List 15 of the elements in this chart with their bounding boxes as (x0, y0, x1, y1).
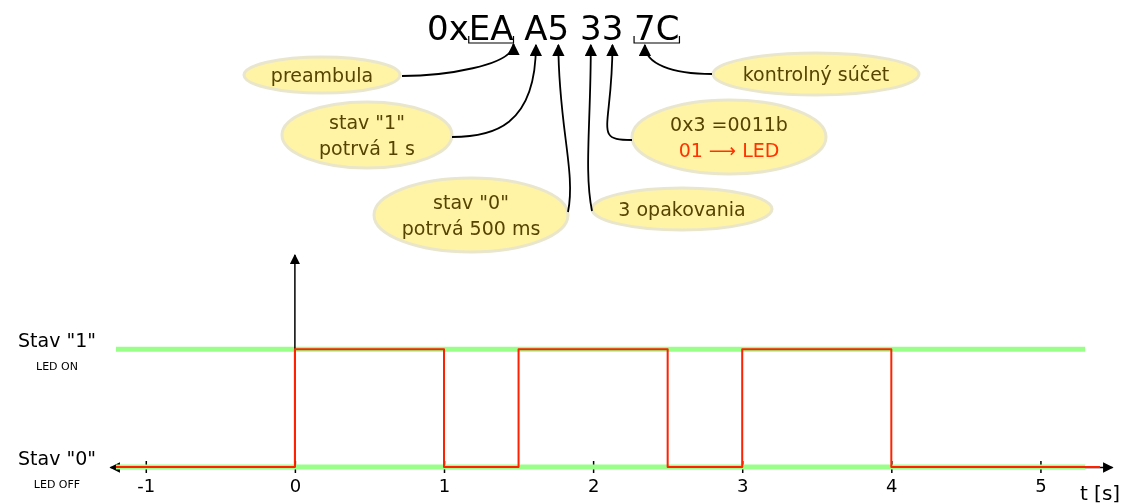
chart-title: 0xEA A5 33 7C (427, 8, 680, 48)
x-tick-label: 0 (289, 475, 302, 497)
x-axis-title: t [s] (1079, 481, 1121, 504)
text: stav "0" potrvá 500 ms (401, 191, 541, 239)
x-tick-label: 4 (886, 475, 898, 497)
x-tick-label: 3 (736, 475, 749, 497)
x-tick-label: -1 (137, 475, 156, 497)
text: 0x3 =0011b 01 ⟶ LED (670, 113, 788, 161)
x-tick-label: 1 (438, 475, 451, 497)
text: kontrolný súčet (742, 63, 890, 85)
x-tick-label: 2 (587, 475, 600, 497)
text: preambula (270, 64, 374, 86)
x-tick-label: 5 (1035, 475, 1047, 497)
text: stav "1" potrvá 1 s (319, 111, 415, 159)
text: 3 opakovania (618, 198, 746, 220)
